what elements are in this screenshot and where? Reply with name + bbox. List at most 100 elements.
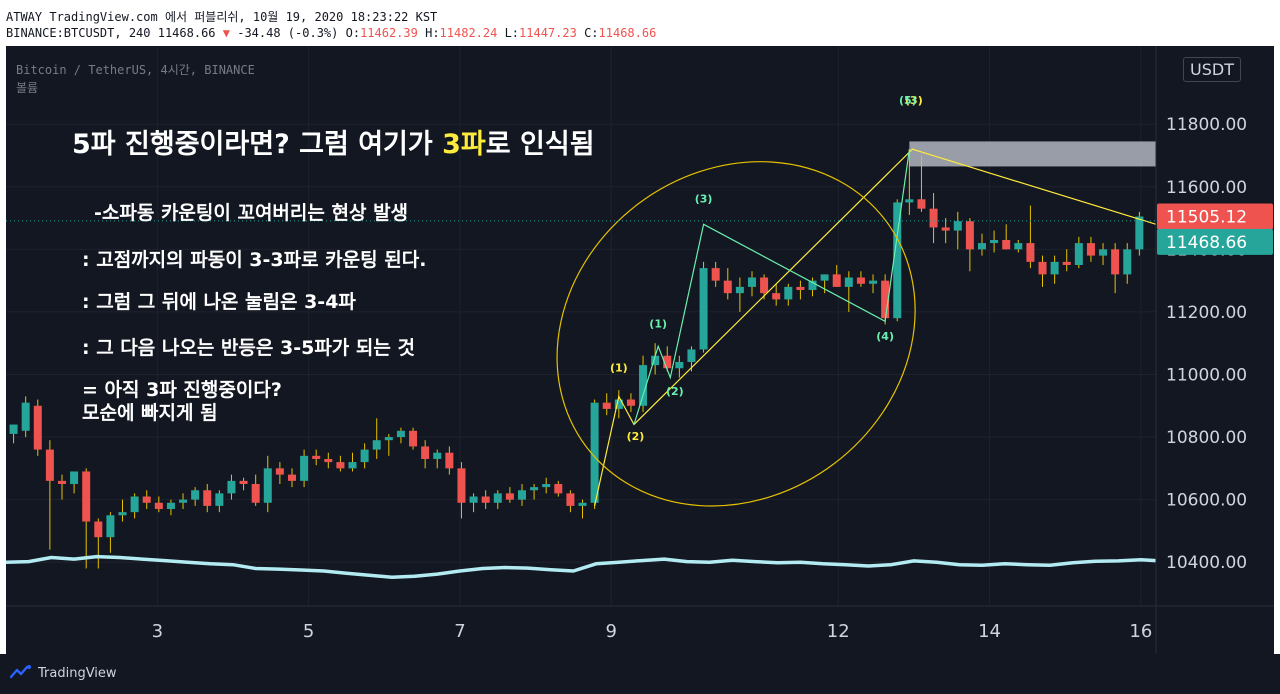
candle-up [977,233,986,256]
candle-up [735,277,744,312]
candle-body [287,474,296,481]
wave-label: (2) [666,385,684,398]
annotation-line-6: 모순에 빠지게 됨 [82,402,218,424]
down-triangle-icon: ▼ [222,26,230,40]
annotation-line-2: : 고점까지의 파동이 3-3파로 카운팅 된다. [82,249,427,271]
candle-up [590,399,599,510]
candle-body [929,208,938,228]
wave-labels: (1) (2) (3) (1) (2) (3) (4) (5) [610,94,923,443]
chart-symbol-title: Bitcoin / TetherUS, 4시간, BINANCE [16,63,255,77]
price-tick-label: 11600.00 [1166,178,1247,198]
candle-up [808,277,817,297]
resistance-zone-box [909,141,1156,167]
candle-body [215,493,224,506]
candle-body [1123,249,1132,275]
candle-body [941,227,950,231]
candle-down [421,440,430,469]
candle-body [493,493,502,503]
candle-up [433,449,442,469]
candle-up [191,487,200,506]
candle-down [566,490,575,513]
chart-area[interactable]: (1) (2) (3) (1) (2) (3) (4) (5) 10400.00 10600.0… [6,46,1274,654]
candle-up [1123,243,1132,284]
candle-body [82,471,91,522]
tradingview-logo-icon [10,665,31,679]
candle-down [796,280,805,300]
candle-body [965,221,974,250]
candle-up [493,490,502,510]
candle-down [312,449,321,466]
candle-body [651,355,660,366]
candle-down [251,474,260,506]
close-value: 11468.66 [598,26,657,40]
candle-up [469,493,478,513]
price-tick-label: 10600.00 [1166,491,1247,511]
candle-body [711,268,720,281]
candle-up [227,474,236,500]
candle-body [384,437,393,441]
candle-down [45,440,54,550]
high-price-tag-text: 11505.12 [1166,207,1247,227]
candle-body [372,440,381,450]
candle-down [832,264,841,287]
candle-body [21,402,30,431]
wave-label: (3) [905,94,923,107]
currency-unit-button[interactable]: USDT [1183,57,1241,82]
change-value: -34.48 (-0.3%) [237,26,339,40]
candle-down [856,271,865,287]
candle-up [179,493,188,510]
candle-down [554,480,563,497]
price-tick-label: 11200.00 [1166,303,1247,323]
volume-ma-path [6,554,1157,579]
time-tick-label: 3 [152,621,163,642]
candle-body [251,483,260,503]
candle-body [300,455,309,481]
candle-body [106,515,115,538]
candle-up [699,261,708,353]
candle-down [626,393,635,413]
candle-body [94,521,103,538]
candle-up [639,355,648,413]
candle-body [1074,243,1083,265]
candle-down [1038,255,1047,287]
candle-down [881,274,890,325]
candle-body [663,355,672,369]
wave-ellipse [556,161,916,507]
candle-body [626,399,635,406]
candle-body [953,221,962,231]
candle-down [336,455,345,472]
candle-down [142,490,151,510]
candle-body [130,496,139,513]
annotation-title-pre: 5파 진행중이라면? 그럼 여기가 [72,129,443,160]
candle-down [929,193,938,244]
candle-down [203,483,212,513]
candle-body [227,480,236,494]
tradingview-logo[interactable]: TradingView [10,665,117,681]
candle-up [372,418,381,459]
candle-down [445,446,454,475]
price-chart[interactable]: (1) (2) (3) (1) (2) (3) (4) (5) 10400.00 10600.0… [6,46,1274,654]
time-tick-label: 16 [1129,621,1152,642]
candle-body [469,496,478,503]
candle-up [1074,236,1083,269]
wave-label: (5) [899,94,917,107]
time-axis: 3 5 7 9 12 14 16 [6,605,1274,642]
candle-body [566,493,575,506]
footer-bar: TradingView [0,654,1280,694]
candle-down [57,474,66,500]
candle-up [651,343,660,375]
candle-up [784,283,793,306]
candle-body [772,293,781,300]
wave-label: (1) [610,361,628,374]
candle-up [869,274,878,294]
candle-down [1002,224,1011,250]
symbol-info: BINANCE:BTCUSDT, 240 11468.66 [6,26,216,40]
candle-body [154,502,163,510]
candle-body [505,493,514,500]
candle-body [1014,243,1023,250]
candle-body [70,471,79,484]
last-price-tag-text: 11468.66 [1166,233,1247,253]
publish-header: ATWAY TradingView.com 에서 퍼블리쉬, 10월 19, 2… [0,0,1280,46]
candle-body [239,480,248,484]
candle-down [481,490,490,510]
